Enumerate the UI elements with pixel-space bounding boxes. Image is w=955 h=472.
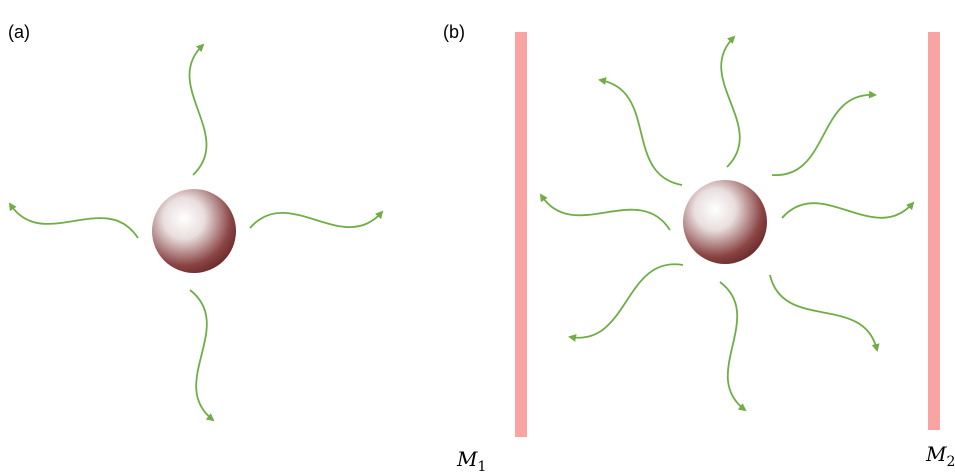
- panel-label: (b): [443, 22, 465, 42]
- photon-arrow: [250, 212, 382, 228]
- mirror-label: M1: [456, 447, 486, 472]
- photon-arrow: [772, 95, 875, 175]
- panel-label: (a): [8, 22, 30, 42]
- photon-arrow: [541, 195, 670, 230]
- mirror: [515, 32, 527, 437]
- photon-arrow: [770, 275, 877, 350]
- diagram: (a) (b) M1 M2: [0, 0, 955, 472]
- atom: [152, 189, 236, 273]
- photon-arrow: [190, 45, 207, 175]
- photon-arrow: [10, 204, 138, 238]
- atom: [683, 180, 767, 264]
- photon-arrow: [782, 203, 913, 218]
- emission-arrows: [10, 37, 913, 420]
- photon-arrow: [720, 282, 745, 410]
- photon-arrow: [570, 264, 683, 337]
- photon-arrow: [721, 37, 740, 167]
- mirror: [928, 32, 940, 430]
- mirror-label: M2: [925, 442, 955, 470]
- photon-arrow: [190, 290, 213, 420]
- photon-arrow: [600, 80, 682, 185]
